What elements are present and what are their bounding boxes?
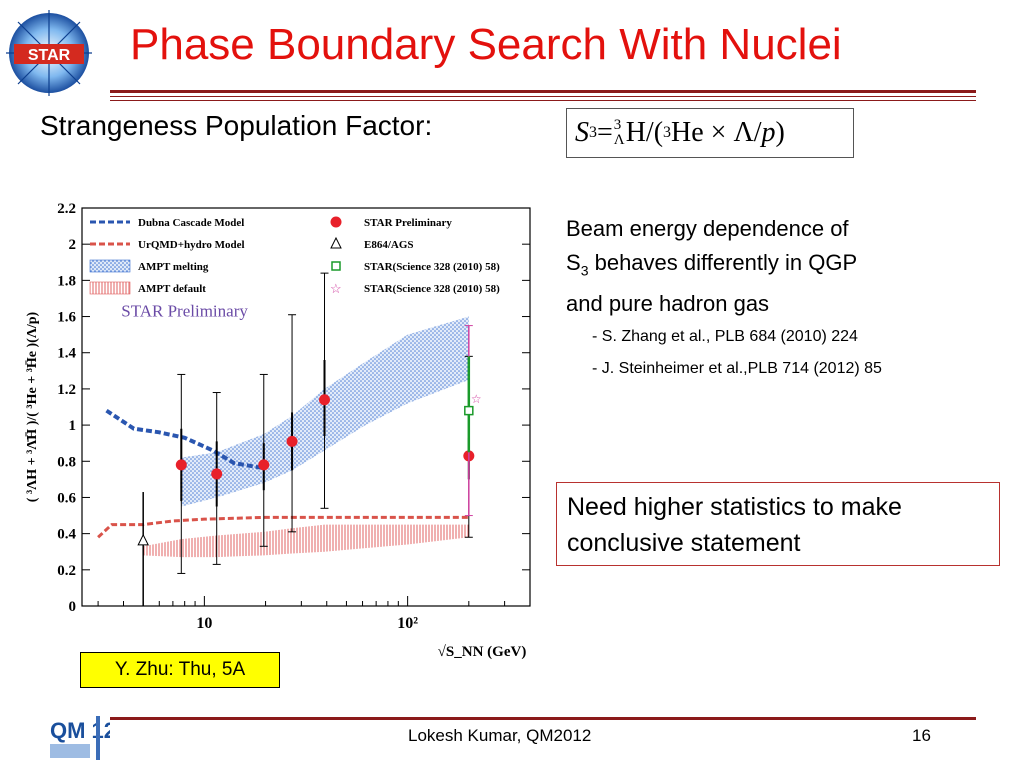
formula-p: p [761, 117, 776, 148]
description: Beam energy dependence of S3 behaves dif… [566, 212, 986, 321]
e864-point [137, 533, 149, 546]
formula-close: ) [775, 117, 785, 148]
science-star-point: ☆ [471, 392, 482, 406]
formula-lhs-sub: 3 [589, 124, 597, 141]
reference-1: - S. Zhang et al., PLB 684 (2010) 224 [592, 328, 858, 345]
legend-swatch [331, 261, 341, 271]
description-line-2: S3 behaves differently in QGP [566, 246, 986, 287]
star-prelim-point [258, 459, 270, 471]
y-tick-label: 2.2 [57, 201, 76, 217]
formula-sup3a: 3 [613, 117, 622, 133]
legend-swatch [330, 236, 342, 249]
chart-annotation: STAR Preliminary [121, 302, 248, 321]
legend-swatch [89, 259, 131, 273]
legend-label: Dubna Cascade Model [138, 217, 244, 229]
formula-op: = [597, 117, 613, 148]
legend-swatch [330, 216, 342, 228]
y-tick-label: 1.8 [57, 273, 76, 289]
footer-author: Lokesh Kumar, QM2012 [408, 726, 592, 745]
qm12-logo-text: QM 12 [50, 718, 110, 743]
y-tick-label: 0.4 [57, 527, 76, 543]
legend-label: AMPT default [138, 283, 206, 295]
star-prelim-point [286, 435, 298, 447]
formula-lhs: S [575, 117, 589, 148]
description-line-3: and pure hadron gas [566, 291, 770, 317]
y-tick-label: 1.2 [57, 382, 76, 398]
s3-symbol: S [566, 250, 581, 275]
legend-label: AMPT melting [138, 261, 209, 273]
legend-label: UrQMD+hydro Model [138, 239, 245, 251]
page-title: Phase Boundary Search With Nuclei [130, 20, 842, 69]
title-rule-1 [110, 90, 976, 93]
ampt-default-band [143, 524, 469, 558]
star-logo-text: STAR [28, 47, 71, 64]
y-axis-label: ( ³ΛH + ³Λ̄H̄ )/( ³He + ³H̄e )(Λ/p) [25, 311, 40, 502]
chart-svg: 0 0.2 0.4 0.6 0.8 1 1.2 1.4 1.6 1.8 2 2.2 10 10² √S_NN… [25, 201, 531, 660]
footer-rule [110, 717, 976, 720]
star-prelim-point [211, 468, 223, 480]
chart-figure: 0 0.2 0.4 0.6 0.8 1 1.2 1.4 1.6 1.8 2 2.2 10 10² √S_NN… [20, 188, 560, 673]
legend-swatch: ☆ [330, 281, 342, 296]
formula-sup3b: 3 [663, 124, 672, 141]
description-line-2-rest: behaves differently in QGP [588, 250, 858, 275]
reference-2: - J. Steinheimer et al.,PLB 714 (2012) 8… [592, 360, 882, 377]
conclusion-note: Need higher statistics to make conclusiv… [556, 482, 1000, 566]
legend-label: STAR Preliminary [364, 217, 452, 229]
x-tick-label: 10 [196, 615, 212, 632]
page-number: 16 [912, 726, 931, 745]
talk-tag: Y. Zhu: Thu, 5A [80, 652, 280, 688]
legend-label: STAR(Science 328 (2010) 58) [364, 283, 500, 295]
y-tick-label: 0.2 [57, 563, 76, 579]
y-tick-label: 0.8 [57, 454, 76, 470]
y-tick-label: 0 [69, 599, 77, 615]
star-logo: STAR [6, 10, 92, 96]
dubna-line [105, 408, 266, 471]
y-tick-label: 1.6 [57, 310, 76, 326]
qm12-logo: QM 12 [46, 714, 110, 764]
y-tick-label: 1 [69, 418, 77, 434]
star-prelim-point [175, 459, 187, 471]
y-tick-label: 2 [69, 237, 77, 253]
formula-part2: He × Λ/ [671, 117, 762, 148]
legend-label: E864/AGS [364, 239, 414, 251]
title-rule-2 [110, 96, 976, 97]
y-tick-label: 1.4 [57, 346, 76, 362]
x-tick-label: 10² [397, 615, 418, 632]
formula-part1: H/( [625, 117, 664, 148]
s3-sub: 3 [580, 262, 589, 279]
formula-sub-lambda: Λ [613, 132, 625, 148]
description-line-1: Beam energy dependence of [566, 216, 849, 241]
legend-swatch [89, 281, 131, 295]
star-prelim-point [319, 394, 331, 406]
science-square-point [464, 405, 474, 416]
urqmd-line [97, 515, 469, 539]
subtitle: Strangeness Population Factor: [40, 110, 433, 141]
title-rule-3 [110, 100, 976, 101]
x-axis-label: √S_NN (GeV) [438, 644, 527, 660]
legend-label: STAR(Science 328 (2010) 58) [364, 261, 500, 273]
y-tick-label: 0.6 [57, 490, 76, 506]
